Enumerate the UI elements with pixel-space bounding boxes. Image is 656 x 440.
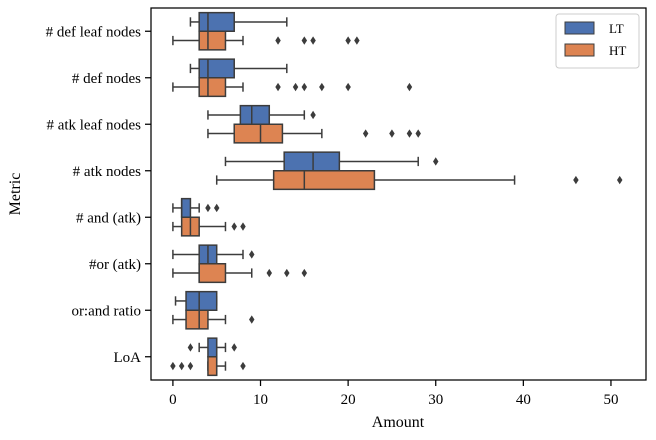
x-tick-label: 30 xyxy=(428,392,443,408)
legend: LT HT xyxy=(555,13,640,69)
box-LT-6 xyxy=(174,290,218,311)
outlier-point xyxy=(310,110,316,120)
outlier-point xyxy=(354,36,360,45)
outlier-point xyxy=(249,315,255,324)
outlier-point xyxy=(178,361,185,371)
x-tick-label: 50 xyxy=(603,392,618,408)
outlier-point xyxy=(170,361,176,371)
outlier-point xyxy=(240,222,246,231)
box-iqr xyxy=(198,30,227,51)
box-HT-7 xyxy=(170,356,246,377)
y-tick-label: #or (atk) xyxy=(89,257,141,273)
box-LT-5 xyxy=(172,244,255,265)
box-HT-1 xyxy=(172,77,413,98)
y-axis-label: Metric xyxy=(7,173,24,216)
outlier-point xyxy=(249,250,255,259)
x-axis-ticks: 0 10 20 30 40 50 xyxy=(169,380,618,408)
outlier-point xyxy=(310,36,316,45)
outlier-point xyxy=(187,343,194,352)
box-iqr xyxy=(272,170,376,191)
box-iqr xyxy=(198,11,235,32)
y-tick-label: # and (atk) xyxy=(76,210,141,226)
outlier-point xyxy=(406,129,413,138)
outlier-point xyxy=(275,36,281,45)
box-LT-2 xyxy=(207,104,316,126)
legend-swatch-HT xyxy=(564,43,595,57)
box-LT-4 xyxy=(172,197,220,218)
box-iqr xyxy=(185,309,209,330)
x-tick-label: 0 xyxy=(169,392,177,408)
outlier-point xyxy=(231,343,237,352)
outlier-point xyxy=(415,129,421,138)
outlier-point xyxy=(345,82,351,92)
box-iqr xyxy=(283,151,341,172)
box-LT-0 xyxy=(189,11,288,32)
outlier-point xyxy=(301,82,308,92)
box-HT-6 xyxy=(172,309,255,330)
outlier-point xyxy=(301,36,308,45)
outlier-point xyxy=(362,129,369,138)
box-HT-4 xyxy=(172,216,246,237)
box-HT-3 xyxy=(215,170,623,191)
box-iqr xyxy=(233,123,284,144)
x-tick-label: 20 xyxy=(341,392,356,408)
outlier-point xyxy=(275,82,281,92)
y-axis-ticks: # def leaf nodes # def nodes # atk leaf no… xyxy=(46,24,151,366)
box-marks xyxy=(170,11,623,377)
legend-label-LT: LT xyxy=(609,21,624,36)
x-tick-label: 40 xyxy=(516,392,531,408)
box-iqr xyxy=(207,337,218,358)
y-tick-label: LoA xyxy=(114,350,142,366)
plot-frame xyxy=(150,7,647,381)
y-tick-label: # atk nodes xyxy=(73,164,141,180)
box-iqr xyxy=(239,104,271,126)
box-iqr xyxy=(185,290,218,311)
box-HT-0 xyxy=(172,30,360,51)
outlier-point xyxy=(433,157,439,166)
x-tick-label: 10 xyxy=(253,392,268,408)
box-iqr xyxy=(198,58,235,79)
box-LT-7 xyxy=(187,337,237,358)
outlier-point xyxy=(231,222,237,231)
outlier-point xyxy=(187,361,194,371)
box-iqr xyxy=(198,263,227,284)
outlier-point xyxy=(406,82,413,92)
outlier-point xyxy=(319,82,325,92)
outlier-point xyxy=(266,268,273,278)
box-LT-1 xyxy=(189,58,288,79)
outlier-point xyxy=(389,129,395,138)
outlier-point xyxy=(573,175,579,185)
box-iqr xyxy=(180,197,192,218)
outlier-point xyxy=(240,361,246,371)
outlier-point xyxy=(284,268,290,278)
outlier-point xyxy=(205,203,211,213)
box-HT-5 xyxy=(172,263,308,284)
y-tick-label: # def leaf nodes xyxy=(46,24,142,40)
outlier-point xyxy=(616,175,623,185)
legend-label-HT: HT xyxy=(609,43,626,58)
box-HT-2 xyxy=(207,123,421,144)
box-LT-3 xyxy=(224,151,439,172)
y-tick-label: # def nodes xyxy=(72,71,141,87)
outlier-point xyxy=(292,82,299,92)
outlier-point xyxy=(345,36,351,45)
x-axis-label: Amount xyxy=(372,414,425,431)
outlier-point xyxy=(213,203,220,213)
legend-swatch-LT xyxy=(564,21,595,35)
y-tick-label: # atk leaf nodes xyxy=(46,117,141,133)
outlier-point xyxy=(301,268,308,278)
box-iqr xyxy=(198,77,227,98)
y-tick-label: or:and ratio xyxy=(71,303,141,319)
box-iqr xyxy=(207,356,218,377)
